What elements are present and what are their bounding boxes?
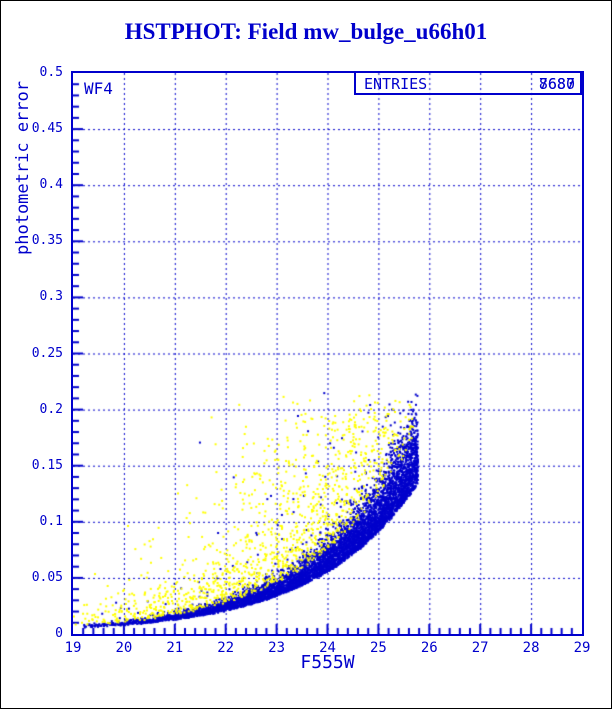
x-tick-label: 24	[319, 640, 336, 656]
x-tick-label: 28	[522, 640, 540, 656]
x-tick-label: 29	[573, 640, 591, 656]
x-tick-label: 27	[471, 640, 489, 656]
plot-canvas	[73, 73, 582, 634]
y-tick-label: 0.5	[39, 65, 63, 80]
chip-label: WF4	[84, 79, 113, 98]
x-tick-label: 20	[115, 640, 133, 656]
y-axis-title: photometric error	[13, 81, 33, 255]
x-tick-label: 25	[369, 640, 387, 656]
x-tick-label: 23	[268, 640, 286, 656]
stats-box: ENTRIES 7680 8687	[354, 71, 582, 95]
y-tick-label: 0.3	[39, 289, 63, 305]
y-tick-label: 0.05	[31, 569, 63, 585]
y-tick-label: 0.45	[31, 121, 63, 137]
y-tick-label: 0.1	[39, 513, 63, 529]
x-tick-label: 19	[64, 640, 82, 656]
entries-label: ENTRIES	[364, 75, 428, 93]
page-title: HSTPHOT: Field mw_bulge_u66h01	[124, 19, 488, 44]
y-tick-label: 0.4	[39, 177, 63, 193]
plot-frame: WF4 ENTRIES 7680 8687	[71, 71, 584, 636]
entries-value-primary: 7680	[538, 75, 575, 93]
x-tick-label: 21	[166, 640, 184, 656]
entries-value-secondary: 8687	[538, 75, 575, 93]
y-tick-label: 0.35	[31, 233, 63, 249]
y-tick-label: 0.25	[31, 345, 63, 361]
x-axis-title: F555W	[300, 652, 355, 673]
y-tick-label: 0.2	[39, 401, 63, 417]
y-tick-label: 0	[55, 626, 63, 641]
x-tick-label: 22	[217, 640, 235, 656]
y-tick-label: 0.15	[31, 457, 63, 473]
x-tick-label: 26	[420, 640, 438, 656]
